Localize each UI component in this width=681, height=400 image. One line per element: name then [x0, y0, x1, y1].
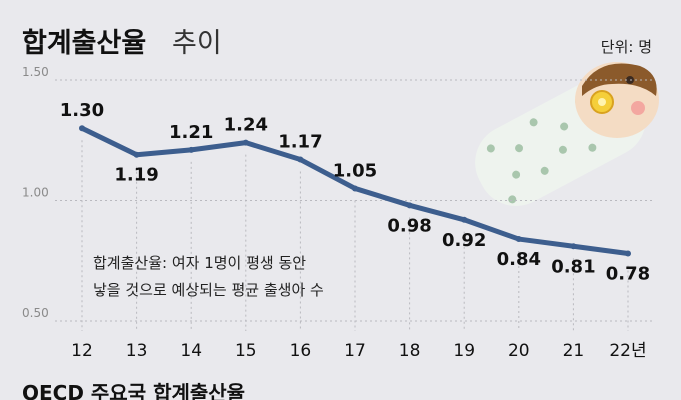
data-labels: 1.30 1.19 1.21 1.24 1.17 1.05 0.98 0.92 0.84 0.81… [60, 100, 650, 284]
x-tick-label: 16 [290, 341, 312, 361]
chart-title-sub: 추이 [172, 28, 222, 59]
x-tick-label: 22년 [609, 341, 646, 361]
swaddled-baby-icon [475, 62, 659, 206]
data-label: 0.92 [442, 230, 486, 251]
data-label: 1.05 [333, 160, 377, 181]
data-point [406, 202, 413, 209]
data-points [79, 125, 631, 257]
unit-label: 단위: 명 [601, 38, 652, 56]
data-label: 0.84 [497, 249, 541, 270]
x-tick-label: 12 [71, 341, 93, 361]
x-tick-labels: 12 13 14 15 16 17 18 19 20 21 22년 [71, 341, 646, 361]
y-tick-label: 1.00 [22, 186, 49, 200]
x-tick-label: 15 [235, 341, 257, 361]
data-point [515, 236, 522, 243]
data-point [625, 250, 631, 257]
data-point [242, 139, 249, 146]
data-point [297, 156, 304, 163]
data-label: 1.17 [278, 132, 322, 153]
x-tick-label: 21 [563, 341, 585, 361]
data-point [570, 243, 577, 250]
x-tick-label: 17 [344, 341, 366, 361]
data-label: 1.24 [224, 115, 268, 136]
data-point [133, 151, 140, 158]
x-tick-label: 19 [453, 341, 475, 361]
y-tick-label: 0.50 [22, 306, 49, 320]
definition-note-line-1: 합계출산율: 여자 1명이 평생 동안 [93, 254, 306, 272]
data-label: 1.30 [60, 100, 104, 121]
x-tick-label: 14 [180, 341, 202, 361]
data-point [79, 125, 85, 132]
x-tick-label: 20 [508, 341, 530, 361]
chart-title: 합계출산율 [22, 28, 146, 59]
oecd-section-title: OECD 주요국 합계출산율 [22, 381, 245, 400]
data-label: 1.19 [114, 165, 158, 186]
definition-note-line-2: 낳을 것으로 예상되는 평균 출생아 수 [93, 281, 324, 299]
x-tick-label: 18 [399, 341, 421, 361]
data-point [188, 146, 195, 153]
x-gridlines [81, 140, 629, 331]
data-label: 0.78 [606, 264, 650, 285]
data-point [461, 216, 468, 223]
x-tick-label: 13 [126, 341, 148, 361]
y-tick-label: 1.50 [22, 65, 49, 79]
data-label: 1.21 [169, 122, 213, 143]
data-label: 0.98 [387, 215, 431, 236]
data-label: 0.81 [551, 256, 595, 277]
data-point [352, 185, 358, 192]
